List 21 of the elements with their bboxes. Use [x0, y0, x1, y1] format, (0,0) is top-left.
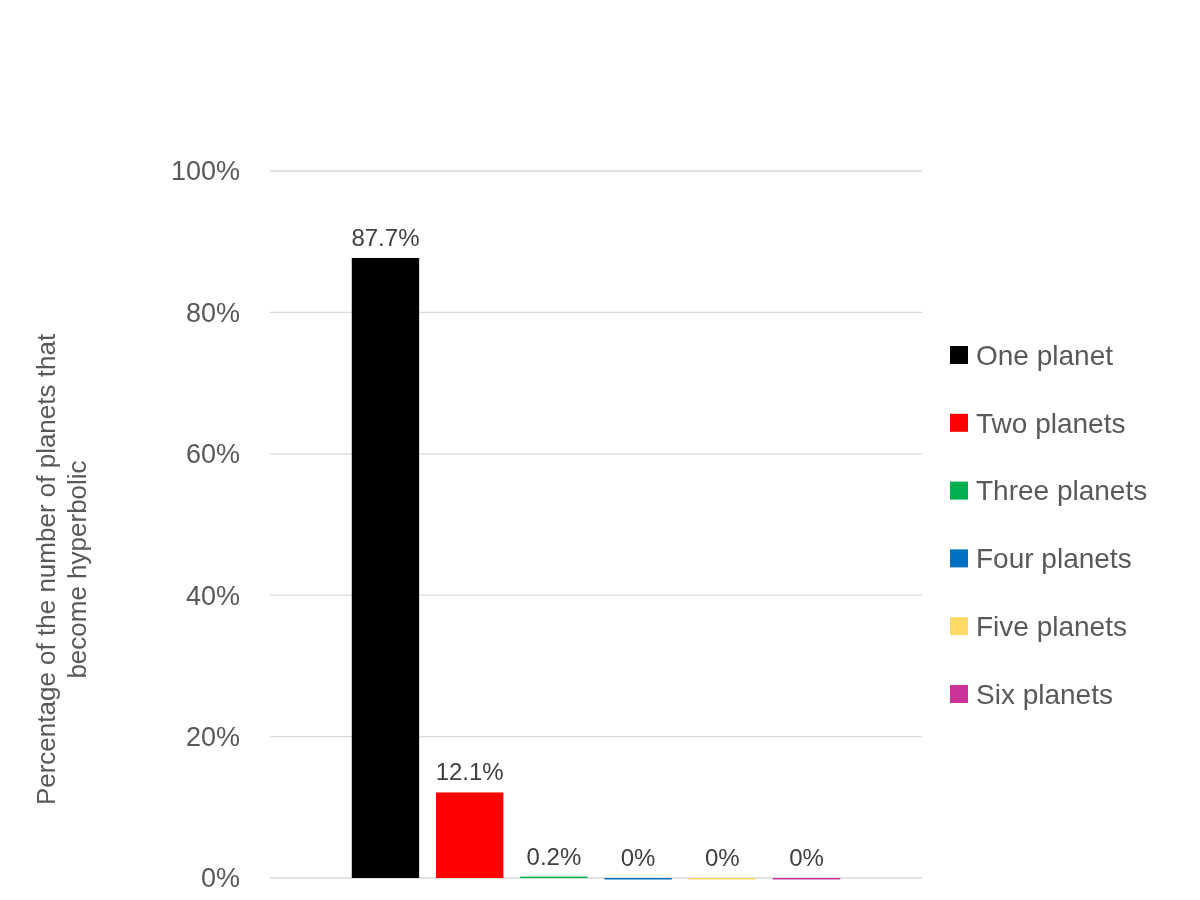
y-tick-label: 20%: [185, 722, 240, 753]
y-tick-label: 40%: [185, 580, 240, 611]
y-tick-label: 60%: [185, 439, 240, 470]
data-label: 87.7%: [351, 223, 420, 251]
legend-label: Four planets: [976, 543, 1132, 575]
data-label: 0.2%: [526, 842, 582, 870]
legend-label: One planet: [976, 339, 1114, 371]
data-label: 0%: [620, 844, 656, 871]
bar: [351, 257, 420, 878]
legend-label: Three planets: [976, 475, 1148, 507]
y-tick-label: 80%: [185, 297, 240, 328]
data-label: 0%: [704, 844, 740, 871]
legend-label: Six planets: [976, 678, 1113, 710]
legend-label: Five planets: [976, 611, 1127, 642]
bar: [435, 792, 504, 878]
y-tick-label: 100%: [170, 156, 240, 187]
legend-label: Two planets: [976, 407, 1126, 439]
data-label: 0%: [789, 844, 824, 871]
y-tick-label: 0%: [200, 863, 240, 894]
y-axis-title: Percentage of the number of planets that become hyperbolic: [31, 333, 92, 806]
data-label: 12.1%: [435, 758, 504, 786]
